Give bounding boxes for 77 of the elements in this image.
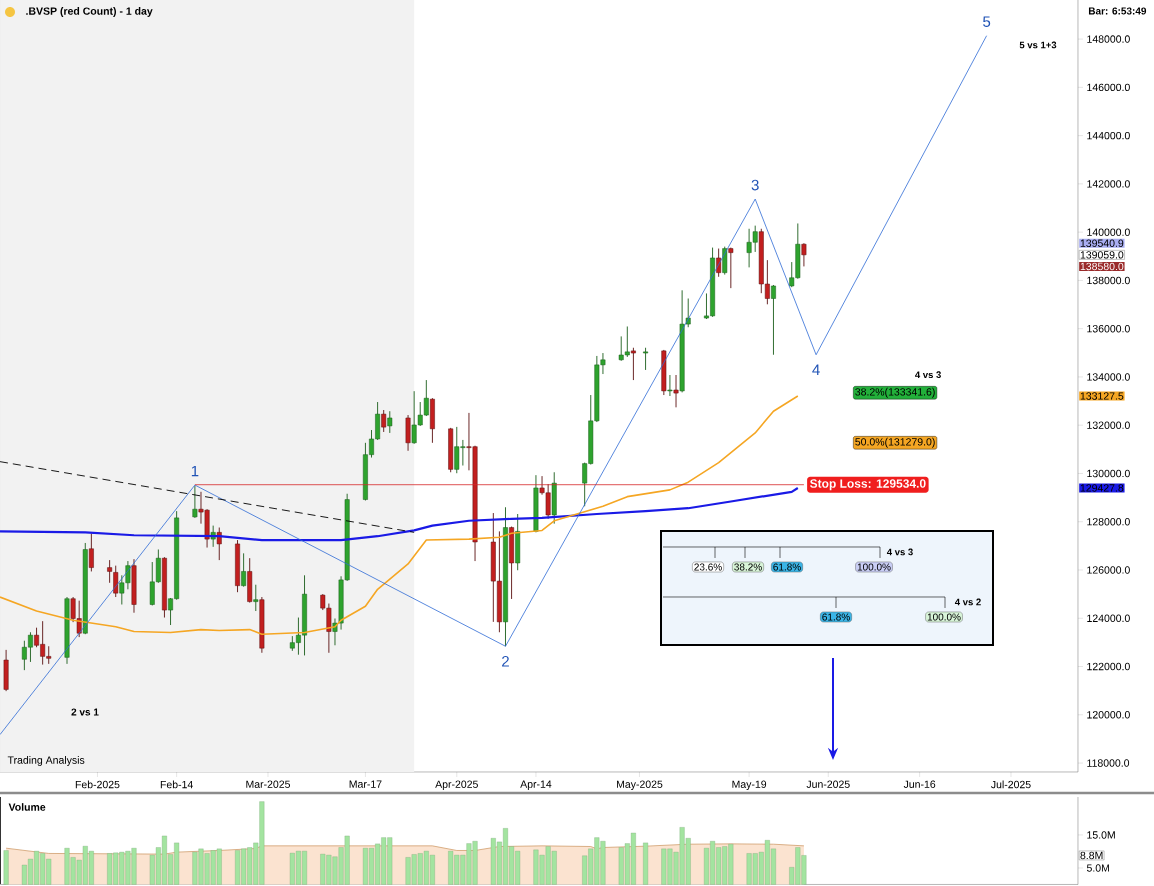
annotation: 38.2%(133341.6) — [855, 387, 935, 398]
y-tick-label: 148000.0 — [1087, 35, 1130, 43]
candlestick — [771, 284, 776, 356]
y-tick-label: 146000.0 — [1087, 83, 1130, 92]
text: 139059.0 — [1080, 251, 1124, 259]
x-tick-label: Jul-2025 — [991, 780, 1031, 789]
candlestick — [387, 410, 393, 434]
x-tick-label: May-2025 — [617, 780, 663, 791]
y-tick-label: 126000.0 — [1087, 566, 1130, 574]
candlestick — [253, 584, 259, 612]
annotation: 23.6% — [694, 563, 722, 571]
x-tick-label: May-19 — [732, 780, 767, 791]
text: 8.8M — [1080, 851, 1103, 860]
candlestick — [381, 409, 387, 433]
candlestick — [88, 532, 94, 572]
y-tick-label: 140000.0 — [1087, 228, 1130, 236]
candlestick — [673, 374, 679, 408]
line-series — [0, 395, 799, 635]
annotation: 61.8% — [773, 563, 801, 571]
annotation: 4 vs 3 — [886, 548, 913, 556]
chart-title: Volume — [8, 803, 46, 811]
bar — [643, 842, 649, 885]
annotation: 4 — [812, 364, 820, 375]
annotation: 61.8% — [822, 613, 850, 621]
y-tick-label: 124000.0 — [1087, 614, 1130, 622]
text: Bar: 6:53:49 — [1088, 7, 1147, 15]
text: 139540.9 — [1080, 239, 1124, 247]
text: 133127.5 — [1080, 392, 1124, 400]
y-tick-label: 132000.0 — [1087, 421, 1130, 429]
line-series — [0, 35, 988, 735]
y-tick-label: 144000.0 — [1087, 131, 1130, 140]
x-tick-label: Mar-17 — [349, 780, 382, 788]
candlestick — [241, 552, 247, 588]
annotation: 38.2% — [734, 563, 762, 571]
y-tick-label: 128000.0 — [1087, 518, 1130, 526]
y-tick-label: 138000.0 — [1087, 276, 1130, 285]
candlestick — [630, 347, 636, 381]
candlestick — [192, 485, 198, 519]
annotation: 100.0% — [857, 563, 891, 571]
annotation: 5 — [983, 16, 991, 27]
candlestick — [643, 347, 649, 371]
candlestick — [667, 374, 673, 397]
annotation: 2 vs 1 — [71, 708, 99, 716]
x-tick-label: Apr-2025 — [435, 780, 478, 791]
y-tick-label: 15.0M — [1087, 831, 1115, 839]
y-tick-label: 134000.0 — [1087, 373, 1130, 381]
annotation: Stop Loss: 129534.0 — [809, 479, 926, 491]
y-tick-label: 5.0M — [1086, 864, 1109, 872]
x-tick-label: Feb-14 — [160, 780, 193, 789]
annotation: Trading Analysis — [7, 756, 85, 766]
candlestick — [728, 247, 734, 289]
annotation: 1 — [191, 465, 199, 477]
y-tick-label: 136000.0 — [1087, 324, 1130, 333]
x-tick-label: Apr-14 — [520, 780, 552, 790]
annotation: 4 vs 2 — [954, 598, 981, 606]
annotation: 100.0% — [927, 613, 961, 621]
y-tick-label: 120000.0 — [1087, 711, 1130, 719]
y-tick-label: 122000.0 — [1087, 662, 1130, 671]
text: 129427.8 — [1080, 484, 1124, 492]
x-tick-label: Jun-2025 — [806, 780, 850, 788]
x-tick-label: Mar-2025 — [246, 780, 290, 788]
y-tick-label: 118000.0 — [1087, 759, 1130, 767]
candlestick — [801, 242, 807, 267]
annotation: 3 — [751, 179, 759, 191]
y-tick-label: 130000.0 — [1087, 469, 1130, 478]
x-tick-label: Jun-16 — [903, 780, 936, 788]
annotation: 4 vs 3 — [915, 371, 941, 379]
annotation: 5 vs 1+3 — [1019, 41, 1057, 49]
bar — [3, 850, 9, 885]
text: 138580.0 — [1080, 262, 1124, 271]
annotation: 2 — [502, 656, 509, 667]
text: .BVSP (red Count) - 1 day — [26, 7, 153, 17]
candlestick — [107, 559, 113, 584]
x-tick-label: Feb-2025 — [75, 780, 120, 789]
candlestick — [113, 565, 119, 598]
y-tick-label: 142000.0 — [1087, 180, 1130, 188]
annotation: 50.0%(131279.0) — [855, 437, 935, 448]
